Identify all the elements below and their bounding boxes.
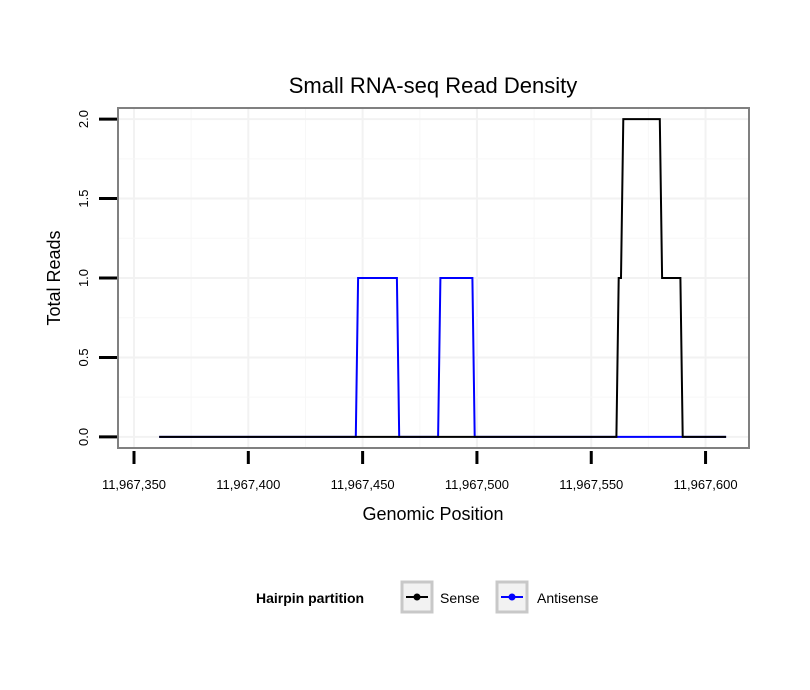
y-axis: 0.0 0.5 1.0 1.5 2.0 [76, 110, 117, 446]
x-axis-title: Genomic Position [362, 504, 503, 524]
y-tick-label: 1.0 [76, 269, 91, 287]
x-tick-label: 11,967,500 [445, 477, 509, 492]
x-tick-label: 11,967,550 [559, 477, 623, 492]
y-tick-label: 0.5 [76, 348, 91, 366]
x-tick-label: 11,967,450 [331, 477, 395, 492]
legend: Hairpin partition Sense Antisense [256, 580, 599, 614]
x-axis: 11,967,350 11,967,400 11,967,450 11,967,500… [102, 451, 738, 492]
grid-lines [119, 109, 748, 447]
legend-item-sense: Sense [400, 580, 480, 614]
legend-item-antisense: Antisense [495, 580, 599, 614]
legend-point-sense [413, 593, 421, 601]
legend-point-antisense [508, 593, 516, 601]
x-tick-label: 11,967,350 [102, 477, 166, 492]
chart-title: Small RNA-seq Read Density [289, 73, 578, 98]
legend-title: Hairpin partition [256, 590, 364, 606]
legend-label-antisense: Antisense [537, 590, 599, 606]
x-tick-label: 11,967,600 [674, 477, 738, 492]
y-tick-label: 0.0 [76, 428, 91, 446]
legend-label-sense: Sense [440, 590, 480, 606]
x-tick-label: 11,967,400 [216, 477, 280, 492]
y-tick-label: 1.5 [76, 190, 91, 208]
series-line-sense [159, 118, 727, 438]
data-series [159, 118, 727, 438]
y-axis-title: Total Reads [44, 230, 64, 325]
y-tick-label: 2.0 [76, 110, 91, 128]
